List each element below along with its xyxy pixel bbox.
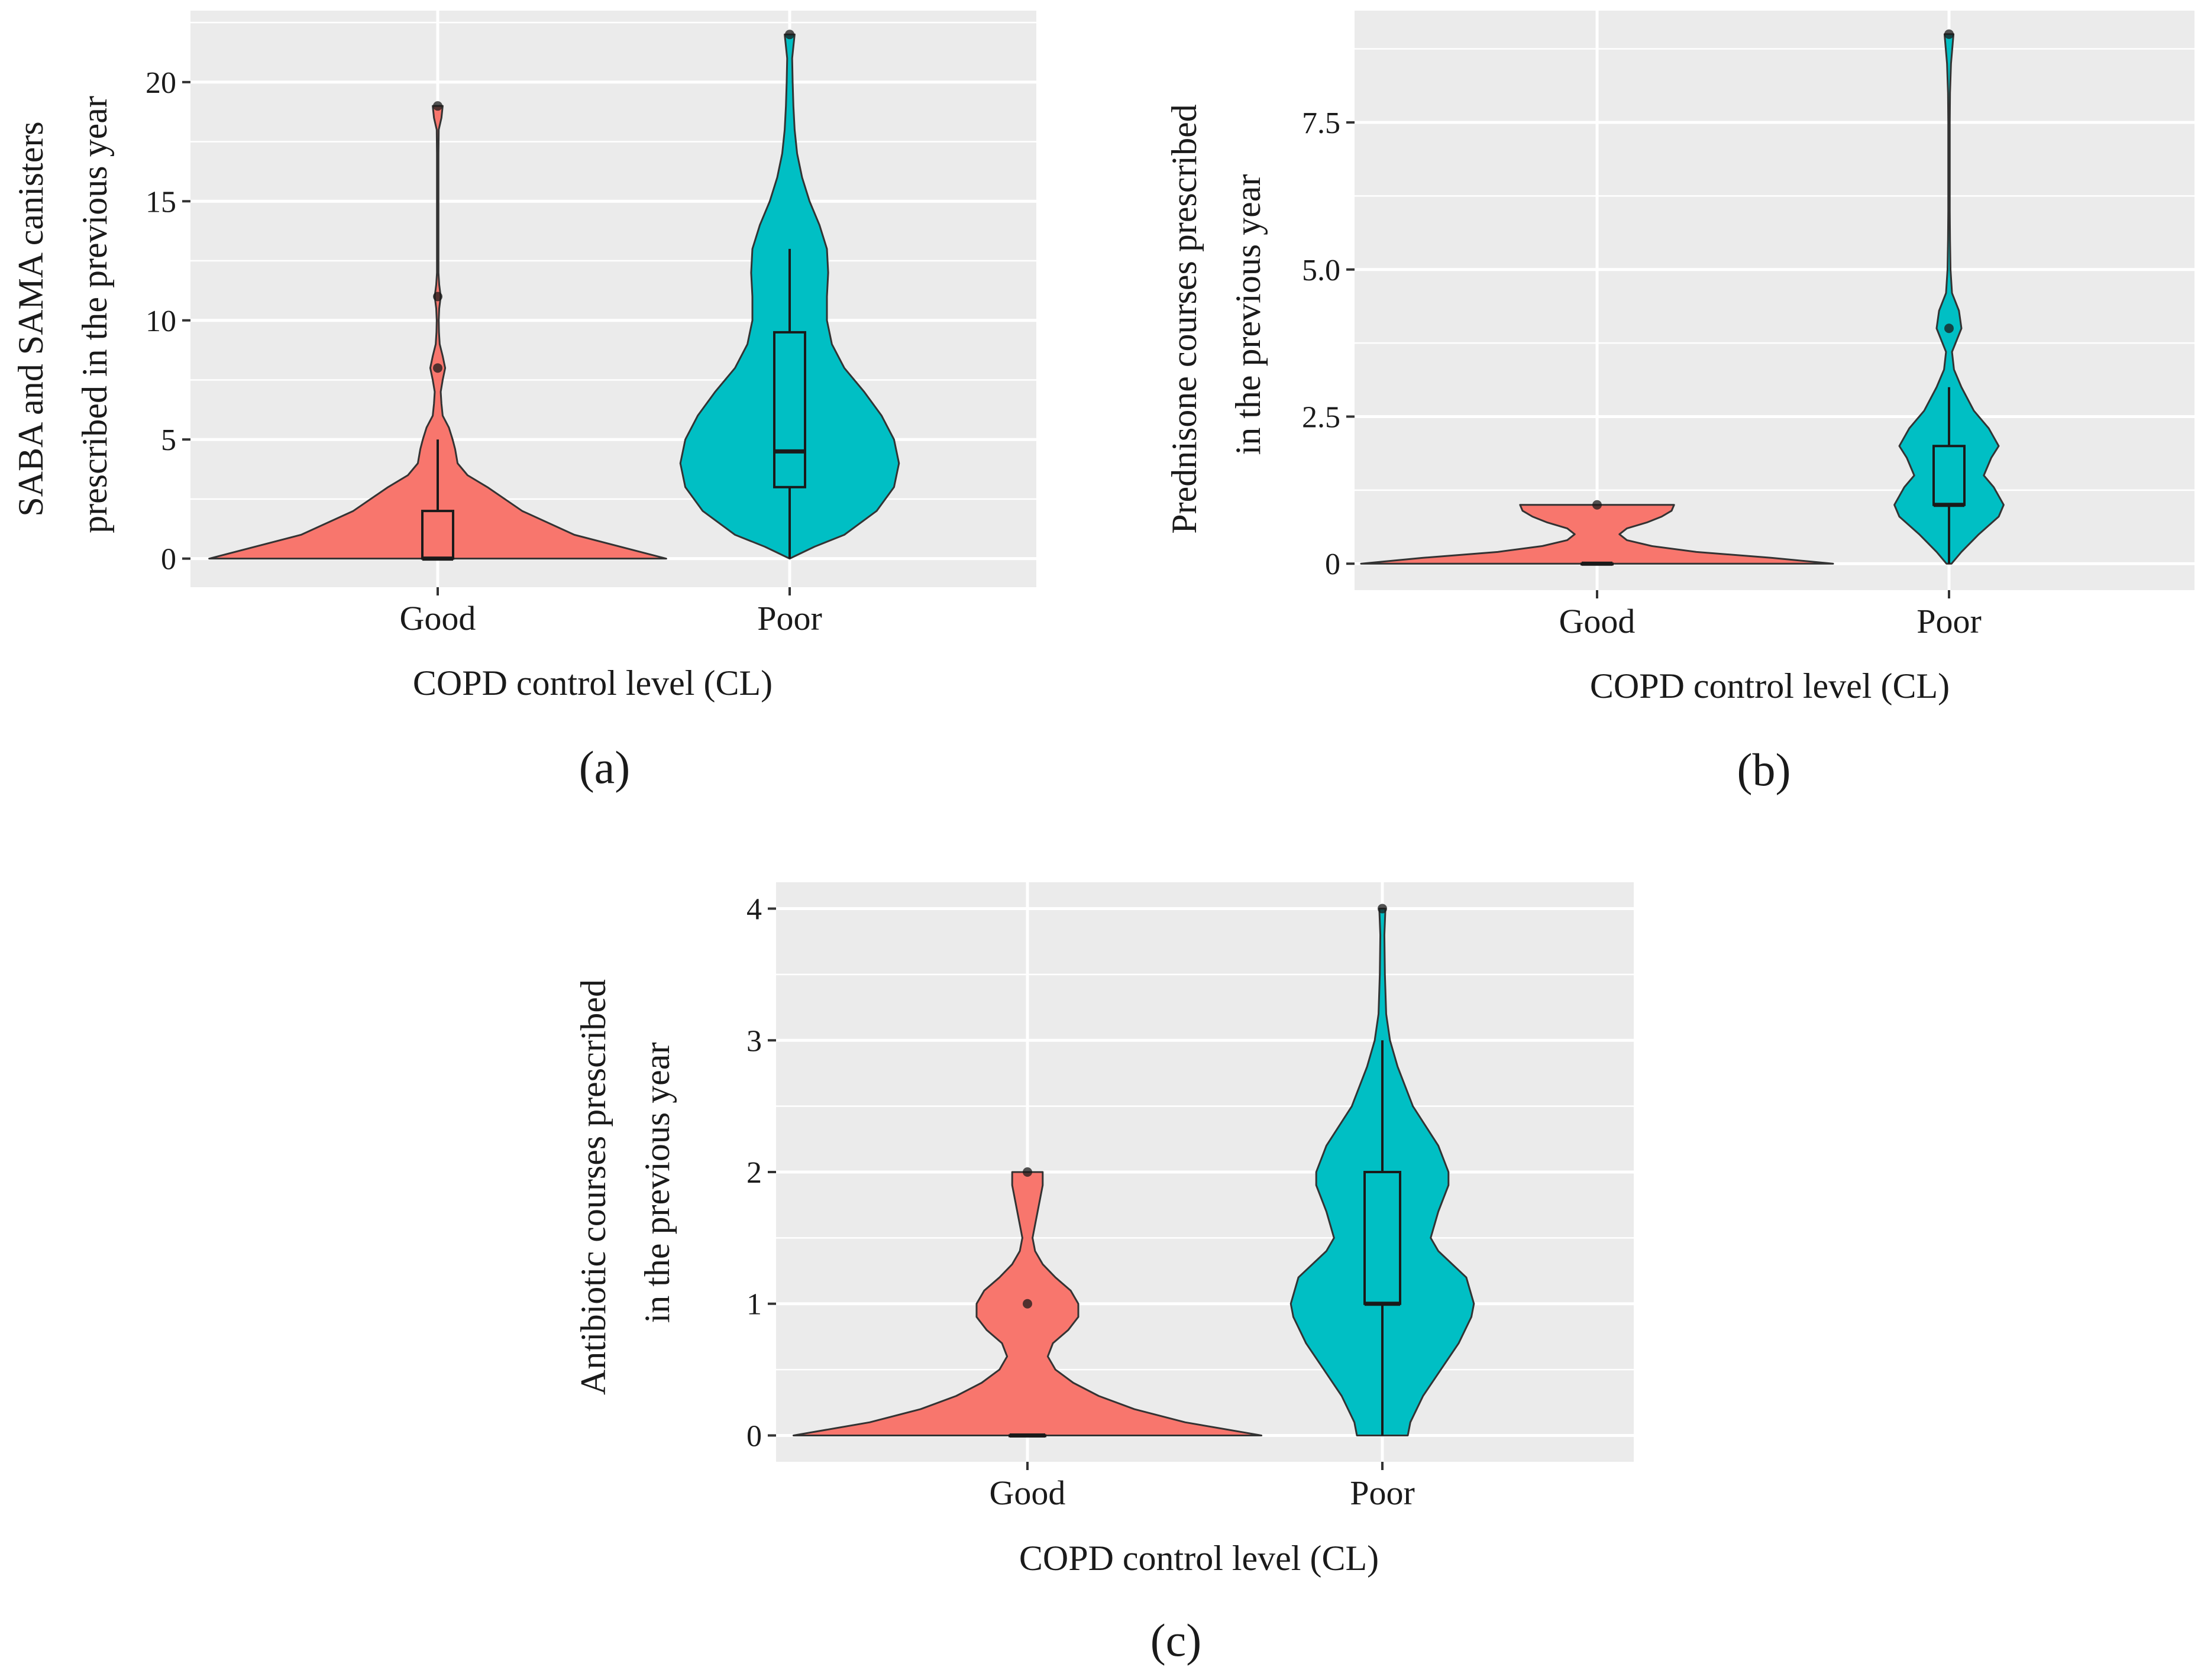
panel-b-outlier-good [1592, 500, 1602, 510]
panel-a-y-tick-label: 15 [146, 185, 176, 219]
panel-c-y-tick-label: 3 [746, 1024, 762, 1058]
panel-b-y-ticks: 0 2.5 5.0 7.5 [1302, 106, 1355, 581]
panel-a-y-tick-label: 5 [161, 423, 176, 457]
panel-c-outlier-good [1023, 1299, 1032, 1309]
panel-b-outlier-poor [1944, 323, 1954, 334]
panel-a-violin-good [208, 105, 667, 560]
panel-b-label: (b) [1737, 744, 1791, 795]
panel-a-y-axis-title-line-1: SABA and SAMA canisters [11, 121, 50, 516]
panel-a-y-tick-label: 20 [146, 66, 176, 100]
panel-b-y-tick-label: 0 [1325, 548, 1340, 581]
panel-c-x-axis-title: COPD control level (CL) [1019, 1539, 1379, 1578]
panel-a: 0 5 10 15 20 Good Poor COPD control level (CL… [11, 11, 1036, 793]
panel-c-y-tick-label: 2 [746, 1156, 762, 1190]
panel-a-x-ticks: Good Poor [400, 587, 822, 637]
panel-a-y-axis-title-line-2: prescribed in the previous year [75, 96, 114, 533]
panel-a-y-tick-label: 0 [161, 543, 176, 577]
panel-b: 0 2.5 5.0 7.5 Good Poor COPD control level (… [1165, 11, 2194, 795]
panel-a-outlier-poor [785, 30, 794, 40]
panel-b-x-ticks: Good Poor [1559, 590, 1982, 640]
panel-b-box-poor [1932, 445, 1966, 506]
panel-c-y-axis-title: Antibiotic courses prescribed in the pre… [574, 970, 677, 1395]
panel-a-y-axis-title: SABA and SAMA canisters prescribed in th… [11, 96, 114, 533]
panel-b-y-tick-label: 7.5 [1302, 106, 1340, 140]
panel-c-outlier-good [1023, 1167, 1032, 1177]
panel-b-x-tick-label: Good [1559, 602, 1636, 640]
panel-b-y-axis-title-line-1: Prednisone courses prescribed [1165, 104, 1204, 533]
panel-c-outlier-poor [1378, 904, 1387, 914]
panel-a-x-tick-label: Good [400, 599, 476, 637]
panel-c-x-tick-label: Poor [1350, 1474, 1415, 1512]
panel-c-y-tick-label: 0 [746, 1419, 762, 1453]
panel-b-y-axis-title: Prednisone courses prescribed in the pre… [1165, 95, 1268, 533]
panel-a-violins [208, 30, 900, 561]
panel-c-x-tick-label: Good [990, 1474, 1066, 1512]
panel-c-y-tick-label: 4 [746, 893, 762, 927]
panel-b-x-tick-label: Poor [1916, 602, 1982, 640]
panel-a-box-good [421, 510, 454, 560]
panel-c-violins [792, 904, 1475, 1438]
panel-c-y-axis-title-line-1: Antibiotic courses prescribed [574, 979, 613, 1395]
panel-b-y-tick-label: 2.5 [1302, 400, 1340, 434]
panel-a-outlier-good [433, 363, 442, 373]
panel-b-violins [1360, 29, 2005, 566]
panel-b-y-tick-label: 5.0 [1302, 254, 1340, 287]
panel-a-y-tick-label: 10 [146, 305, 176, 338]
panel-b-y-axis-title-line-2: in the previous year [1229, 174, 1268, 455]
panel-a-label: (a) [579, 742, 631, 793]
panel-a-outlier-good [433, 292, 442, 302]
panel-c-y-ticks: 0 1 2 3 4 [746, 893, 776, 1453]
panel-a-x-tick-label: Poor [757, 599, 822, 637]
panel-b-x-axis-title: COPD control level (CL) [1590, 666, 1950, 705]
panel-c-box-poor [1363, 1171, 1401, 1305]
panel-c-x-ticks: Good Poor [990, 1462, 1415, 1512]
panel-a-outlier-good [433, 101, 442, 111]
panel-b-background [1355, 11, 2194, 590]
panel-c-label: (c) [1150, 1614, 1202, 1666]
panel-b-violin-good [1360, 504, 1834, 565]
panel-a-box-poor [773, 331, 806, 488]
panel-c-y-tick-label: 1 [746, 1288, 762, 1322]
panel-a-y-ticks: 0 5 10 15 20 [146, 66, 190, 577]
panel-c: 0 1 2 3 4 Good Poor COPD control level (CL) A… [574, 882, 1634, 1666]
panel-a-x-axis-title: COPD control level (CL) [413, 663, 773, 703]
panel-b-outlier-poor [1944, 29, 1954, 39]
panel-a-background [190, 11, 1036, 587]
panel-c-y-axis-title-line-2: in the previous year [638, 1043, 677, 1323]
